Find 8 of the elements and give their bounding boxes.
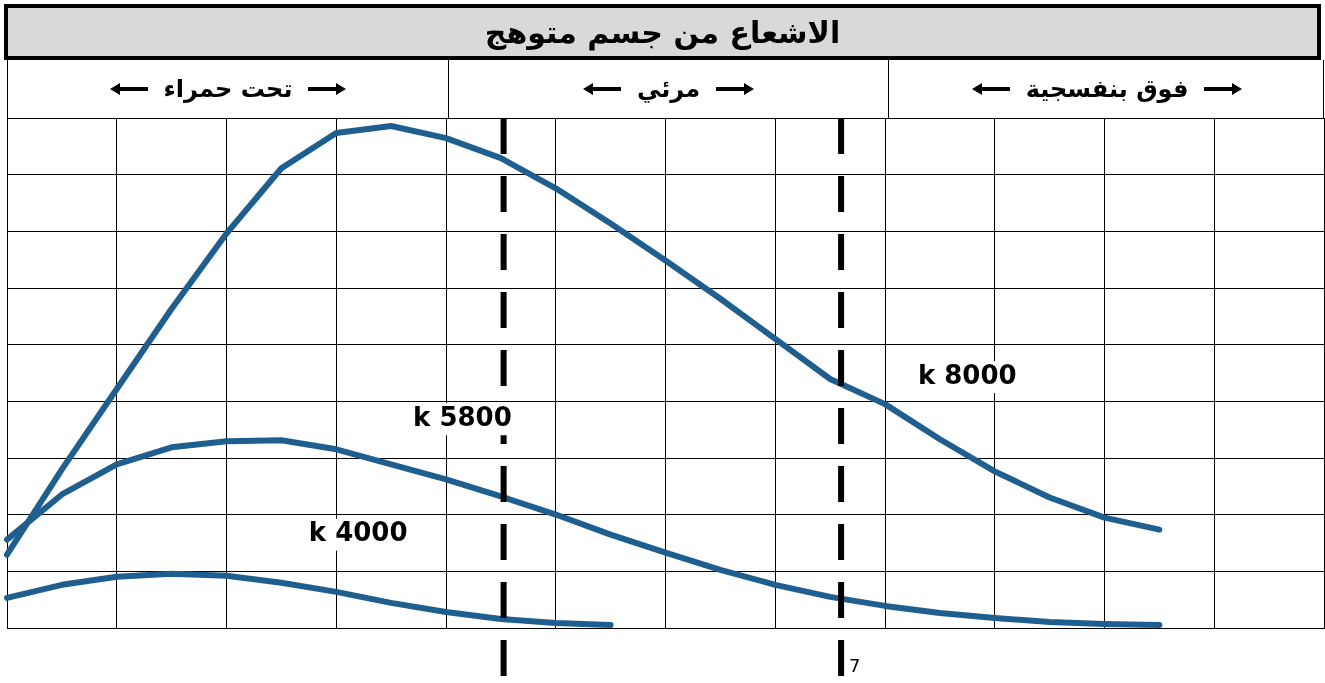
text: مرئي: [636, 75, 701, 103]
series-label: k 4000: [308, 517, 408, 548]
text: 7: [849, 654, 861, 676]
text: فوق بنفسجية: [1025, 75, 1189, 103]
series-label: k 5800: [413, 401, 512, 432]
chart-title: الاشعاع من جسم متوهج: [4, 4, 1321, 60]
text: تحت حمراء: [163, 75, 293, 103]
series-label: k 8000: [917, 359, 1017, 390]
